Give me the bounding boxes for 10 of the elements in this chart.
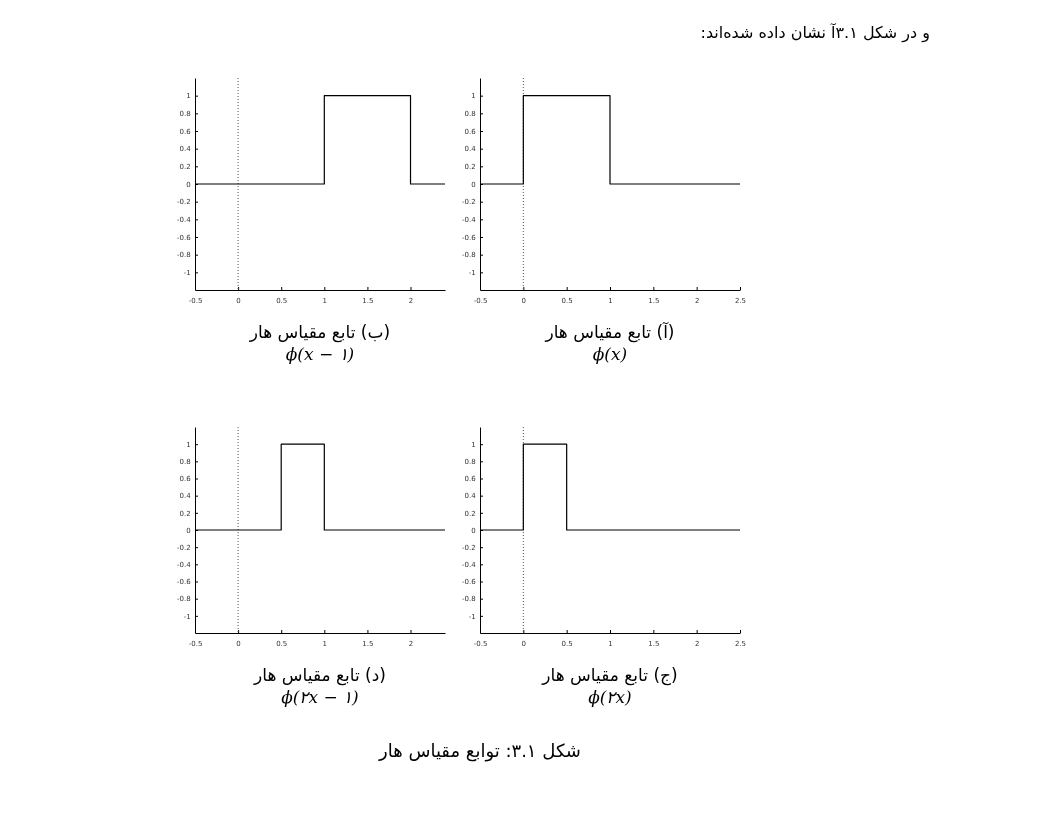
text: (ب) تابع مقیاس هار xyxy=(248,322,391,343)
text: (آ) تابع مقیاس هار xyxy=(544,321,675,343)
text: ϕ(۲x − ۱) xyxy=(281,687,359,707)
text: شکل ۳.۱: توابع مقیاس هار xyxy=(378,740,581,762)
text: ϕ(۲x) xyxy=(588,687,632,707)
text: (د) تابع مقیاس هار xyxy=(253,665,386,686)
text: ϕ(x) xyxy=(592,344,628,364)
text: و در شکل ۳.۱آ نشان داده شده‌اند: xyxy=(700,23,930,43)
text: (ج) تابع مقیاس هار xyxy=(541,665,678,686)
text: ϕ(x − ۱) xyxy=(285,344,355,364)
